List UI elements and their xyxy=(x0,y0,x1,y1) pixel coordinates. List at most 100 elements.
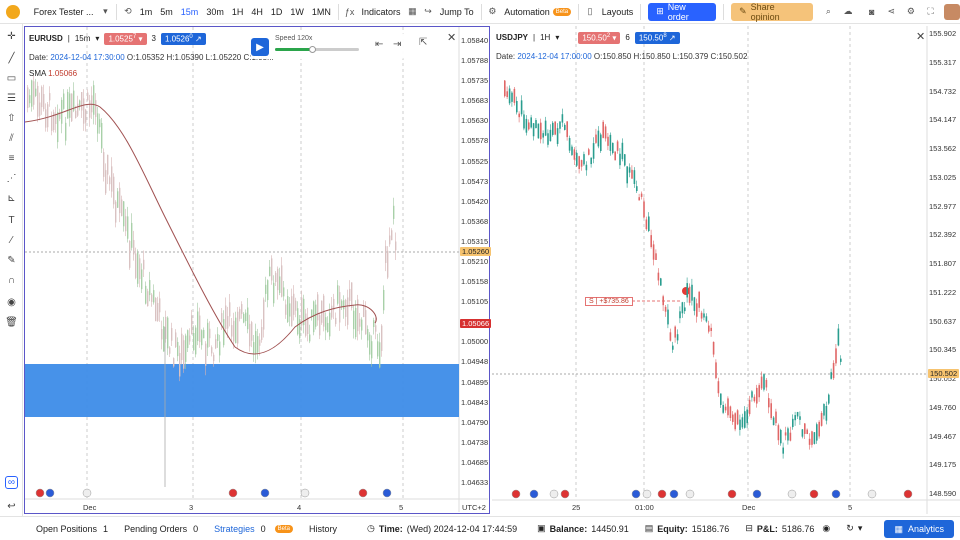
back-icon[interactable]: ↩ xyxy=(7,501,16,512)
candle-body xyxy=(592,143,595,159)
timeframe-1h[interactable]: 1H xyxy=(231,6,244,17)
candle-body xyxy=(547,133,549,145)
timeframe-4h[interactable]: 4H xyxy=(251,6,263,17)
text-icon[interactable]: T xyxy=(8,215,15,226)
timeframe-label[interactable]: 1H xyxy=(540,33,551,43)
candle-body xyxy=(387,250,389,278)
usdjpy-chart-pane[interactable]: USDJPY | 1H ▾ 150.502 ▾ 6 150.508 ↗ Date… xyxy=(492,26,960,514)
chevron-down-icon[interactable]: ▾ xyxy=(857,523,863,533)
close-icon[interactable]: ✕ xyxy=(916,31,926,43)
speed-slider[interactable] xyxy=(275,46,359,53)
candle-body xyxy=(351,282,353,308)
trendline-icon[interactable]: ╱ xyxy=(8,53,15,64)
trash-icon[interactable]: 🗑 xyxy=(5,317,18,328)
candle-body xyxy=(317,294,319,321)
timeframe-1d[interactable]: 1D xyxy=(270,6,283,17)
analytics-label: Analytics xyxy=(907,524,944,534)
candle-body xyxy=(59,112,61,119)
app-logo-icon xyxy=(6,4,20,19)
candle-body xyxy=(107,154,109,175)
analytics-button[interactable]: ▦ Analytics xyxy=(884,520,954,538)
pattern-icon[interactable]: ⋰ xyxy=(6,173,17,184)
arrow-up-icon[interactable]: ⇧ xyxy=(7,113,16,124)
candle-body xyxy=(283,287,285,297)
cloud-icon[interactable]: ☁ xyxy=(843,6,853,16)
brush-icon[interactable]: ⁄ xyxy=(10,235,13,246)
timezone-label[interactable]: UTC+2 xyxy=(462,503,486,512)
timeframe-1mn[interactable]: 1MN xyxy=(311,6,331,17)
balance-readout: ▣ Balance: 14450.91 xyxy=(529,523,637,534)
eurusd-chart-canvas[interactable] xyxy=(25,27,488,512)
candle-body xyxy=(789,432,792,441)
timeframe-icon[interactable]: ⟲ xyxy=(124,6,132,16)
crosshair-icon[interactable]: ✛ xyxy=(7,31,16,42)
sync-icon[interactable]: ∞ xyxy=(5,476,18,489)
timeframe-label[interactable]: 15m xyxy=(74,34,91,44)
timeframe-5m[interactable]: 5m xyxy=(160,6,173,17)
indicators-button[interactable]: Indicators xyxy=(361,6,401,17)
timeframe-1w[interactable]: 1W xyxy=(290,6,304,17)
jump-to-button[interactable]: Jump To xyxy=(439,6,474,17)
automation-button[interactable]: Automation Beta xyxy=(500,0,575,24)
magnet-icon[interactable]: ∩ xyxy=(7,275,16,286)
grid-icon[interactable]: ▦ xyxy=(408,6,417,16)
candle-body xyxy=(765,379,768,388)
candle-body xyxy=(293,293,295,315)
chevron-down-icon[interactable]: ▾ xyxy=(95,34,100,44)
candle-body xyxy=(573,149,576,160)
timeframe-30m[interactable]: 30m xyxy=(206,6,224,17)
tab-pending-orders[interactable]: Pending Orders 0 xyxy=(116,524,206,534)
levels-icon[interactable]: ≡ xyxy=(8,153,15,164)
symbol-label[interactable]: EURUSD xyxy=(29,34,63,44)
event-flag-icon xyxy=(358,488,368,498)
sell-button[interactable]: 150.502 ▾ xyxy=(578,32,621,44)
eurusd-chart-pane[interactable]: EURUSD | 15m ▾ 1.05257 ▾ 3 1.05260 ↗ Dat… xyxy=(24,26,492,514)
indicators-icon[interactable]: ƒx xyxy=(344,6,355,17)
time-tick: 4 xyxy=(297,503,302,512)
tab-open-positions[interactable]: Open Positions 1 xyxy=(28,524,116,534)
avatar[interactable] xyxy=(944,3,960,20)
speed-slider-handle[interactable] xyxy=(309,46,316,53)
sma-legend[interactable]: SMA 1.05066 xyxy=(29,69,77,78)
jump-to-icon[interactable]: ↪ xyxy=(424,6,432,16)
step-forward-icon[interactable]: ⇥ xyxy=(393,39,402,50)
share-icon[interactable]: ⋖ xyxy=(887,6,896,16)
symbol-label[interactable]: USDJPY xyxy=(496,33,529,43)
camera-icon[interactable]: ◙ xyxy=(868,6,875,17)
usdjpy-chart-canvas[interactable] xyxy=(492,26,960,514)
timeframe-15m[interactable]: 15m xyxy=(180,6,199,17)
candle-body xyxy=(554,121,556,135)
close-icon[interactable]: ✕ xyxy=(447,32,457,44)
fullscreen-icon[interactable]: ⛶ xyxy=(927,6,934,16)
sell-button[interactable]: 1.05257 ▾ xyxy=(104,33,147,45)
refresh-icon[interactable]: ↻ xyxy=(846,523,854,533)
chevron-down-icon[interactable]: ▾ xyxy=(103,6,108,16)
eye-icon[interactable]: ◉ xyxy=(7,297,16,308)
buy-button[interactable]: 150.508 ↗ xyxy=(634,32,680,44)
layouts-button[interactable]: Layouts xyxy=(601,6,634,17)
fib-icon[interactable]: ☰ xyxy=(7,93,16,104)
chevron-down-icon[interactable]: ▾ xyxy=(555,33,560,43)
ruler-icon[interactable]: ⊾ xyxy=(7,193,16,204)
timeframe-1m[interactable]: 1m xyxy=(139,6,153,17)
position-label[interactable]: S | +$735.86 xyxy=(585,297,633,306)
automation-icon[interactable]: ⚙ xyxy=(488,6,497,16)
gear-icon[interactable]: ⚙ xyxy=(906,6,915,16)
eye-icon[interactable]: ◉ xyxy=(822,523,831,533)
play-icon[interactable]: ▶ xyxy=(251,38,269,56)
channel-icon[interactable]: ⫽ xyxy=(9,133,14,144)
rectangle-icon[interactable]: ▭ xyxy=(6,73,17,84)
project-title[interactable]: Forex Tester ... xyxy=(33,6,94,17)
buy-button[interactable]: 1.05260 ↗ xyxy=(160,33,206,45)
tab-history[interactable]: History xyxy=(301,524,345,534)
tab-strategies[interactable]: Strategies 0 Beta xyxy=(206,524,301,534)
new-order-button[interactable]: ⊞ New order xyxy=(648,2,717,22)
candle-body xyxy=(87,92,89,101)
step-back-icon[interactable]: ⇤ xyxy=(375,39,384,50)
pen-icon[interactable]: ✎ xyxy=(7,255,16,266)
collapse-icon[interactable]: ⇱ xyxy=(419,37,428,48)
share-opinion-button[interactable]: ✎ Share opinion xyxy=(731,2,813,22)
layouts-icon[interactable]: ▯ xyxy=(587,6,593,16)
candle-body xyxy=(700,312,703,319)
search-icon[interactable]: ⌕ xyxy=(825,6,831,16)
